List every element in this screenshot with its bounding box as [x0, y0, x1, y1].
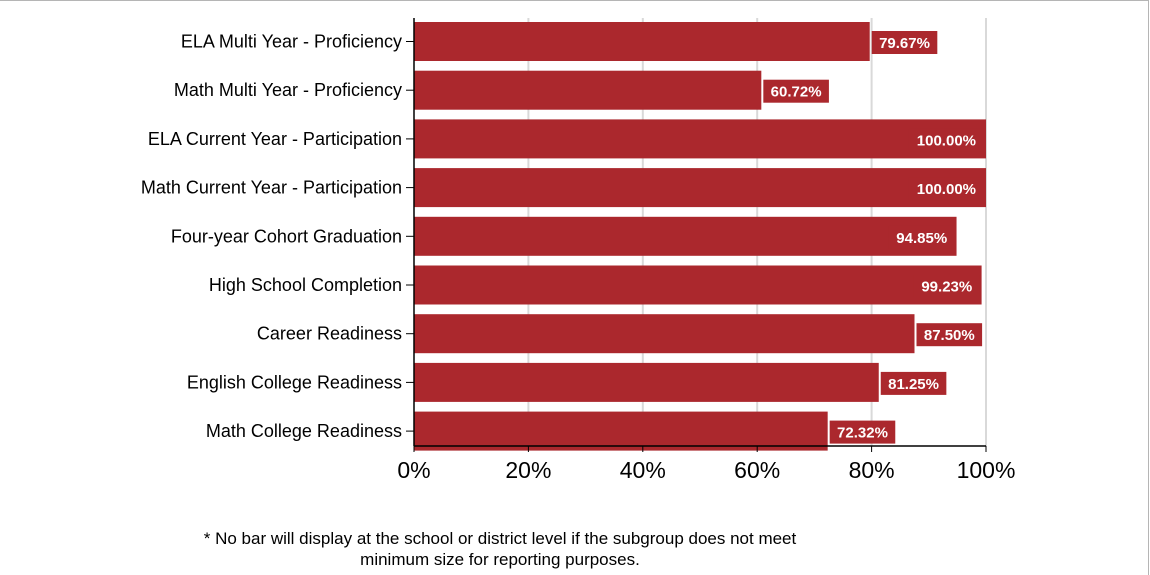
- labels: ELA Multi Year - Proficiency 79.67% Math M…: [141, 31, 1016, 483]
- category-label-4: Four-year Cohort Graduation: [171, 226, 402, 246]
- category-label-5: High School Completion: [209, 275, 402, 295]
- category-label-6: Career Readiness: [257, 324, 402, 344]
- bar-4: [414, 216, 957, 256]
- value-label-0: 79.67%: [879, 35, 930, 52]
- category-label-1: Math Multi Year - Proficiency: [174, 80, 402, 100]
- value-label-1: 60.72%: [771, 84, 822, 101]
- x-tick-label-80: 80%: [849, 457, 895, 483]
- category-label-8: Math College Readiness: [206, 421, 402, 441]
- bar-6: [414, 314, 915, 354]
- x-tick-label-60: 60%: [734, 457, 780, 483]
- x-tick-label-100: 100%: [957, 457, 1016, 483]
- category-label-3: Math Current Year - Participation: [141, 178, 402, 198]
- bar-0: [414, 22, 870, 61]
- value-label-box-1: [763, 79, 829, 103]
- value-label-8: 72.32%: [837, 425, 888, 442]
- value-label-box-2: [908, 128, 984, 152]
- footnote-line-2: minimum size for reporting purposes.: [360, 550, 640, 569]
- value-label-box-8: [829, 420, 896, 444]
- horizontal-bar-chart: ELA Multi Year - Proficiency 79.67% Math M…: [141, 18, 1016, 483]
- bar-3: [414, 168, 986, 208]
- category-label-2: ELA Current Year - Participation: [148, 129, 402, 149]
- axes: [406, 18, 987, 452]
- value-label-4: 94.85%: [896, 230, 947, 247]
- bars: [414, 22, 986, 451]
- value-label-box-0: [871, 31, 938, 54]
- category-label-7: English College Readiness: [187, 372, 402, 392]
- footnote: * No bar will display at the school or d…: [80, 528, 920, 570]
- bar-8: [414, 411, 828, 451]
- value-label-7: 81.25%: [888, 376, 939, 393]
- category-label-0: ELA Multi Year - Proficiency: [181, 32, 402, 52]
- x-tick-label-0: 0%: [397, 457, 430, 483]
- value-label-5: 99.23%: [921, 279, 972, 296]
- x-tick-label-20: 20%: [505, 457, 551, 483]
- value-label-box-6: [916, 323, 983, 347]
- bar-1: [414, 70, 762, 110]
- value-label-box-7: [880, 371, 947, 395]
- bar-2: [414, 119, 986, 159]
- value-label-box-3: [908, 177, 984, 201]
- value-label-box-5: [913, 274, 980, 298]
- footnote-line-1: * No bar will display at the school or d…: [203, 529, 797, 548]
- value-label-6: 87.50%: [924, 327, 975, 344]
- value-label-3: 100.00%: [917, 181, 976, 198]
- bar-5: [414, 265, 982, 305]
- bar-7: [414, 362, 879, 402]
- value-label-2: 100.00%: [917, 132, 976, 149]
- value-label-box-4: [888, 225, 955, 249]
- x-tick-label-40: 40%: [620, 457, 666, 483]
